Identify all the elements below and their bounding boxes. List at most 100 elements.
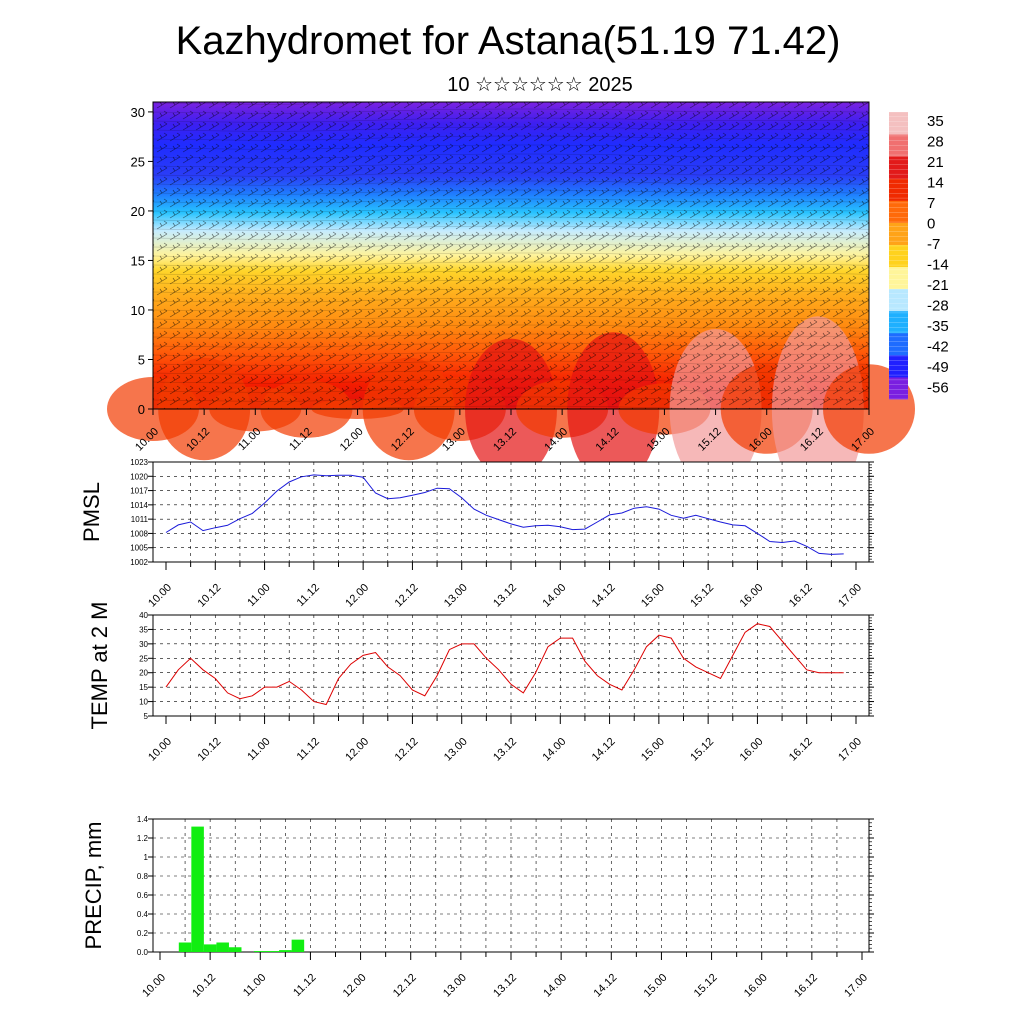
precip-bar xyxy=(291,939,305,952)
x-tick-label: 13.12 xyxy=(491,972,519,1000)
x-tick-label: 15.00 xyxy=(639,582,667,610)
x-tick-label: 15.12 xyxy=(688,736,716,764)
colorbar-swatch xyxy=(889,178,908,201)
x-tick-label: 11.12 xyxy=(295,582,322,609)
colorbar-swatch xyxy=(889,244,908,268)
colorbar-label: 35 xyxy=(927,113,944,130)
x-tick-label: 14.12 xyxy=(591,972,619,1000)
colorbar-swatch xyxy=(889,156,908,179)
precip-bar xyxy=(228,947,242,952)
colorbar-swatch xyxy=(889,222,908,245)
x-tick-label: 12.00 xyxy=(341,972,369,1000)
colorbar-label: -42 xyxy=(927,338,949,355)
colorbar-label: -21 xyxy=(927,277,949,294)
temperature-colorbar: 35 28 21 14 7 0 -7 -14 -21 -28 -35 -42 -49 -56 xyxy=(889,111,949,400)
x-tick-label: 13.00 xyxy=(442,582,470,610)
y-tick-label: 0.6 xyxy=(137,891,149,900)
x-tick-label: 11.12 xyxy=(295,736,322,763)
y-tick-label: 20 xyxy=(139,669,148,678)
y-tick-label: 25 xyxy=(131,154,145,169)
colorbar-label: 7 xyxy=(927,195,935,212)
x-tick-label: 13.12 xyxy=(491,582,519,610)
y-tick-label: 5 xyxy=(144,712,149,721)
y-axis-label: TEMP at 2 M xyxy=(87,602,112,730)
x-tick-label: 14.12 xyxy=(590,736,618,764)
colorbar-label: -56 xyxy=(927,379,949,396)
colorbar-label: -7 xyxy=(927,236,940,253)
y-axis-label: PRECIP, mm xyxy=(81,822,106,950)
x-tick-label: 12.12 xyxy=(393,582,421,610)
precip-bar xyxy=(178,942,192,952)
x-tick-label: 13.00 xyxy=(441,972,469,1000)
x-tick-label: 17.00 xyxy=(836,582,864,610)
precip-bar xyxy=(191,826,204,952)
colorbar-label: -35 xyxy=(927,318,949,335)
figure-subtitle: 10 ☆☆☆☆☆☆ 2025 xyxy=(447,74,632,96)
y-tick-label: 15 xyxy=(131,253,145,268)
x-tick-label: 15.12 xyxy=(688,582,716,610)
x-tick-label: 13.00 xyxy=(442,736,470,764)
colorbar-swatch xyxy=(889,376,908,400)
wind-barbs xyxy=(153,102,869,409)
x-tick-label: 10.00 xyxy=(146,582,174,610)
colorbar-swatch xyxy=(889,310,908,334)
colorbar-swatch xyxy=(889,266,908,290)
colorbar-label: 14 xyxy=(927,174,944,191)
y-tick-label: 1023 xyxy=(130,458,148,467)
x-tick-label: 15.00 xyxy=(642,972,670,1000)
x-tick-label: 14.12 xyxy=(590,582,618,610)
x-tick-label: 12.12 xyxy=(391,972,419,1000)
y-tick-label: 35 xyxy=(139,625,148,634)
pmsl-panel: 1002 1005 1008 1011 1014 1017 1020 1023 10.00 10.… xyxy=(79,458,874,610)
colorbar-label: 21 xyxy=(927,154,944,171)
x-tick-label: 15.12 xyxy=(692,972,720,1000)
y-tick-label: 1017 xyxy=(130,487,148,496)
precip-bar xyxy=(216,942,229,952)
precip-bar xyxy=(254,951,267,952)
x-tick-label: 12.12 xyxy=(393,736,421,764)
colorbar-label: -28 xyxy=(927,297,949,314)
precip-bar xyxy=(279,950,292,952)
x-tick-label: 12.00 xyxy=(338,426,366,454)
colorbar-swatch xyxy=(889,332,908,356)
x-tick-label: 12.00 xyxy=(343,582,371,610)
x-tick-label: 16.12 xyxy=(787,582,815,610)
x-tick-label: 14.00 xyxy=(541,972,569,1000)
precip-bar xyxy=(266,951,280,952)
pmsl-series-line xyxy=(165,474,844,555)
x-tick-label: 16.12 xyxy=(787,736,815,764)
x-tick-label: 14.00 xyxy=(540,582,568,610)
x-tick-label: 10.12 xyxy=(195,736,223,764)
y-tick-label: 1008 xyxy=(130,529,148,538)
temp-series-line xyxy=(165,623,844,706)
y-tick-label: 0.0 xyxy=(137,948,149,957)
x-tick-label: 16.00 xyxy=(738,736,766,764)
y-tick-label: 20 xyxy=(131,204,145,219)
x-tick-label: 17.00 xyxy=(836,736,864,764)
colorbar-swatch xyxy=(889,288,908,312)
colorbar-label: -14 xyxy=(927,256,949,273)
x-tick-label: 17.00 xyxy=(842,972,870,1000)
x-tick-label: 10.12 xyxy=(190,972,218,1000)
y-tick-label: 15 xyxy=(139,683,148,692)
temp-2m-panel: 5 10 15 20 25 30 35 40 10.00 10.12 11.00 11.12 12.00… xyxy=(87,602,874,764)
colorbar-swatch xyxy=(889,200,908,223)
x-tick-label: 12.00 xyxy=(343,736,371,764)
x-tick-label: 16.00 xyxy=(738,582,766,610)
y-tick-label: 1011 xyxy=(131,515,149,524)
y-tick-label: 1002 xyxy=(130,558,148,567)
x-tick-label: 10.12 xyxy=(195,582,223,610)
x-tick-label: 11.00 xyxy=(245,736,272,763)
y-tick-label: 0.8 xyxy=(137,872,149,881)
y-tick-label: 0.2 xyxy=(137,929,149,938)
colorbar-swatch xyxy=(889,112,908,135)
precip-panel: 0.0 0.2 0.4 0.6 0.8 1 1.2 1.4 10.00 10.12 11.00 11.… xyxy=(81,815,874,1000)
x-tick-label: 14.00 xyxy=(540,736,568,764)
y-tick-label: 0.4 xyxy=(137,910,149,919)
y-axis-label: PMSL xyxy=(79,482,104,542)
y-tick-label: 1.2 xyxy=(137,834,149,843)
y-tick-label: 10 xyxy=(131,303,145,318)
x-tick-label: 10.00 xyxy=(146,736,174,764)
y-tick-label: 25 xyxy=(139,654,148,663)
